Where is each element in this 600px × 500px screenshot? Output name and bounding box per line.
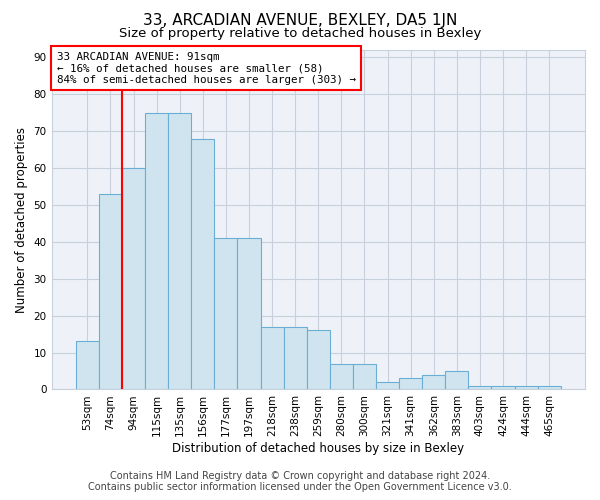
Bar (122, 168, 145, 390)
Bar (515, 386, 538, 390)
Bar (399, 378, 422, 390)
Bar (191, 138, 214, 390)
Text: 33, ARCADIAN AVENUE, BEXLEY, DA5 1JN: 33, ARCADIAN AVENUE, BEXLEY, DA5 1JN (143, 12, 457, 28)
Bar (214, 238, 238, 390)
Bar (238, 238, 260, 390)
Bar (538, 386, 561, 390)
Bar (422, 374, 445, 390)
Bar (330, 364, 353, 390)
Bar (76, 342, 99, 390)
Text: 33 ARCADIAN AVENUE: 91sqm
← 16% of detached houses are smaller (58)
84% of semi-: 33 ARCADIAN AVENUE: 91sqm ← 16% of detac… (57, 52, 356, 85)
Bar (260, 326, 284, 390)
Bar (376, 382, 399, 390)
Y-axis label: Number of detached properties: Number of detached properties (15, 126, 28, 312)
Bar (353, 364, 376, 390)
Bar (99, 194, 122, 390)
Bar (445, 371, 469, 390)
X-axis label: Distribution of detached houses by size in Bexley: Distribution of detached houses by size … (172, 442, 464, 455)
Bar (284, 326, 307, 390)
Bar (307, 330, 330, 390)
Bar (168, 112, 191, 390)
Text: Contains HM Land Registry data © Crown copyright and database right 2024.
Contai: Contains HM Land Registry data © Crown c… (88, 471, 512, 492)
Bar (469, 386, 491, 390)
Bar (491, 386, 515, 390)
Bar (145, 112, 168, 390)
Text: Size of property relative to detached houses in Bexley: Size of property relative to detached ho… (119, 28, 481, 40)
